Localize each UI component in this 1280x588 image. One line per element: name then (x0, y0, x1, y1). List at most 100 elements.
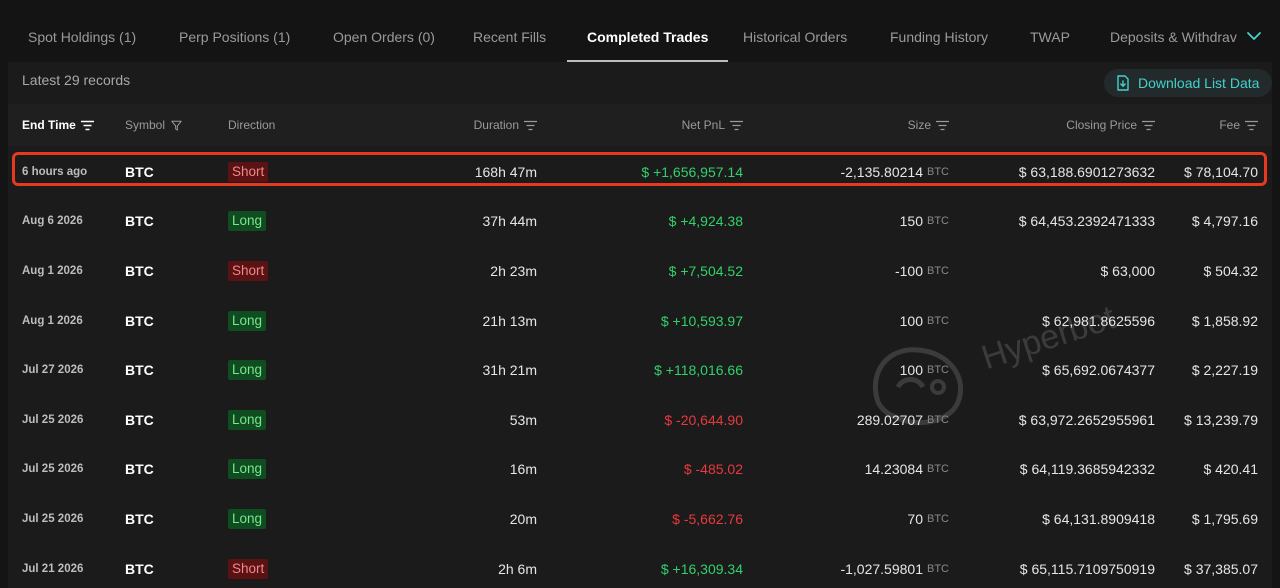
column-symbol[interactable]: Symbol (125, 104, 183, 146)
size-value: 100 (899, 312, 923, 329)
sort-icon[interactable] (730, 120, 743, 131)
end-time-cell: Aug 6 2026 (22, 215, 83, 228)
hyperbot-logo-icon (872, 347, 964, 426)
tab-deposits-withdrawals[interactable]: Deposits & Withdrav (1110, 29, 1237, 45)
closing-price-cell: $ 65,692.0674377 (1042, 362, 1155, 379)
duration-cell: 31h 21m (482, 362, 537, 379)
end-time-cell: Jul 25 2026 (22, 512, 84, 525)
end-time-cell: Aug 1 2026 (22, 264, 83, 277)
symbol-cell: BTC (125, 163, 154, 180)
direction-badge: Long (228, 459, 267, 480)
sort-icon[interactable] (936, 120, 949, 131)
size-value: -100 (894, 262, 923, 279)
size-value: 150 (899, 213, 923, 230)
column-closing-price[interactable]: Closing Price (1066, 104, 1155, 146)
closing-price-cell: $ 62,981.8625596 (1042, 312, 1155, 329)
column-closing-price-label: Closing Price (1066, 118, 1137, 132)
end-time-cell: Jul 25 2026 (22, 463, 84, 476)
tab-recent-fills[interactable]: Recent Fills (473, 29, 547, 45)
size-unit: BTC (927, 215, 949, 228)
closing-price-cell: $ 64,119.3685942332 (1019, 461, 1155, 478)
fee-cell: $ 1,858.92 (1191, 312, 1258, 329)
filter-icon[interactable] (170, 120, 183, 131)
download-icon (1117, 75, 1129, 91)
direction-cell: Long (228, 494, 267, 544)
symbol-cell: BTC (125, 312, 154, 329)
end-time-cell: Jul 21 2026 (22, 562, 84, 575)
direction-badge: Long (228, 508, 267, 529)
size-unit: BTC (927, 512, 949, 525)
size-value: 14.23084 (864, 461, 923, 478)
tab-funding-history[interactable]: Funding History (890, 29, 989, 45)
size-cell: 100 BTC (900, 296, 949, 346)
size-cell: 289.02707 BTC (857, 395, 949, 445)
tab-perp-positions[interactable]: Perp Positions (1) (179, 29, 291, 45)
direction-badge: Long (228, 310, 267, 331)
closing-price-cell: $ 63,972.2652955961 (1018, 411, 1155, 428)
completed-trades-panel: Latest 29 records Download List Data End… (8, 62, 1272, 588)
duration-cell: 20m (509, 510, 537, 527)
table-row[interactable]: Aug 6 2026 BTC Long 37h 44m $ +4,924.38 … (8, 197, 1272, 247)
tab-completed-trades[interactable]: Completed Trades (566, 0, 729, 62)
table-row[interactable]: Jul 21 2026 BTC Short 2h 6m $ +16,309.34… (8, 544, 1272, 588)
direction-cell: Long (228, 296, 267, 346)
closing-price-cell: $ 64,453.2392471333 (1018, 213, 1155, 230)
table-row[interactable]: Aug 1 2026 BTC Short 2h 23m $ +7,504.52 … (8, 246, 1272, 296)
net-pnl-cell: $ -5,662.76 (672, 510, 743, 527)
column-symbol-label: Symbol (125, 118, 166, 132)
column-end-time[interactable]: End Time (22, 104, 94, 146)
column-fee-label: Fee (1219, 118, 1240, 132)
net-pnl-cell: $ +7,504.52 (668, 262, 743, 279)
table-header: End Time Symbol Direction Duration Net P… (8, 104, 1272, 146)
symbol-cell: BTC (125, 510, 154, 527)
size-cell: 14.23084 BTC (865, 445, 949, 495)
duration-cell: 37h 44m (482, 213, 537, 230)
table-row[interactable]: Jul 25 2026 BTC Long 20m $ -5,662.76 70 B… (8, 494, 1272, 544)
size-unit: BTC (927, 364, 949, 377)
sort-icon[interactable] (524, 120, 537, 131)
sort-icon[interactable] (1245, 120, 1258, 131)
symbol-cell: BTC (125, 262, 154, 279)
net-pnl-cell: $ +10,593.97 (660, 312, 743, 329)
records-count: Latest 29 records (22, 72, 131, 88)
duration-cell: 2h 6m (498, 560, 537, 577)
size-cell: 150 BTC (900, 197, 949, 247)
column-net-pnl[interactable]: Net PnL (682, 104, 743, 146)
direction-badge: Long (228, 360, 267, 381)
download-list-button[interactable]: Download List Data (1104, 69, 1272, 97)
table-row[interactable]: 6 hours ago BTC Short 168h 47m $ +1,656,… (8, 147, 1272, 197)
column-duration[interactable]: Duration (474, 104, 537, 146)
table-row[interactable]: Jul 25 2026 BTC Long 53m $ -20,644.90 28… (8, 395, 1272, 445)
tab-spot-holdings[interactable]: Spot Holdings (1) (28, 29, 137, 45)
direction-cell: Long (228, 345, 267, 395)
direction-cell: Short (228, 246, 269, 296)
net-pnl-cell: $ +1,656,957.14 (641, 163, 743, 180)
column-fee[interactable]: Fee (1219, 104, 1258, 146)
symbol-cell: BTC (125, 461, 154, 478)
size-value: -2,135.80214 (840, 163, 923, 180)
sort-icon[interactable] (80, 120, 94, 131)
table-row[interactable]: Jul 27 2026 BTC Long 31h 21m $ +118,016.… (8, 345, 1272, 395)
tab-twap[interactable]: TWAP (1030, 29, 1070, 45)
size-unit: BTC (927, 562, 949, 575)
column-size-label: Size (907, 118, 931, 132)
table-row[interactable]: Aug 1 2026 BTC Long 21h 13m $ +10,593.97… (8, 296, 1272, 346)
size-unit: BTC (927, 413, 949, 426)
duration-cell: 2h 23m (490, 262, 537, 279)
net-pnl-cell: $ -485.02 (683, 461, 743, 478)
direction-badge: Short (228, 260, 269, 281)
direction-badge: Long (228, 211, 267, 232)
column-size[interactable]: Size (908, 104, 949, 146)
column-end-time-label: End Time (22, 118, 76, 132)
table-row[interactable]: Jul 25 2026 BTC Long 16m $ -485.02 14.23… (8, 445, 1272, 495)
end-time-cell: Aug 1 2026 (22, 314, 83, 327)
tab-open-orders[interactable]: Open Orders (0) (333, 29, 435, 45)
tab-historical-orders[interactable]: Historical Orders (743, 29, 848, 45)
symbol-cell: BTC (125, 362, 154, 379)
fee-cell: $ 420.41 (1203, 461, 1259, 478)
direction-badge: Long (228, 409, 267, 430)
sort-icon[interactable] (1142, 120, 1155, 131)
fee-cell: $ 1,795.69 (1191, 510, 1258, 527)
chevron-down-icon[interactable] (1246, 28, 1262, 44)
column-direction-label: Direction (228, 118, 276, 132)
